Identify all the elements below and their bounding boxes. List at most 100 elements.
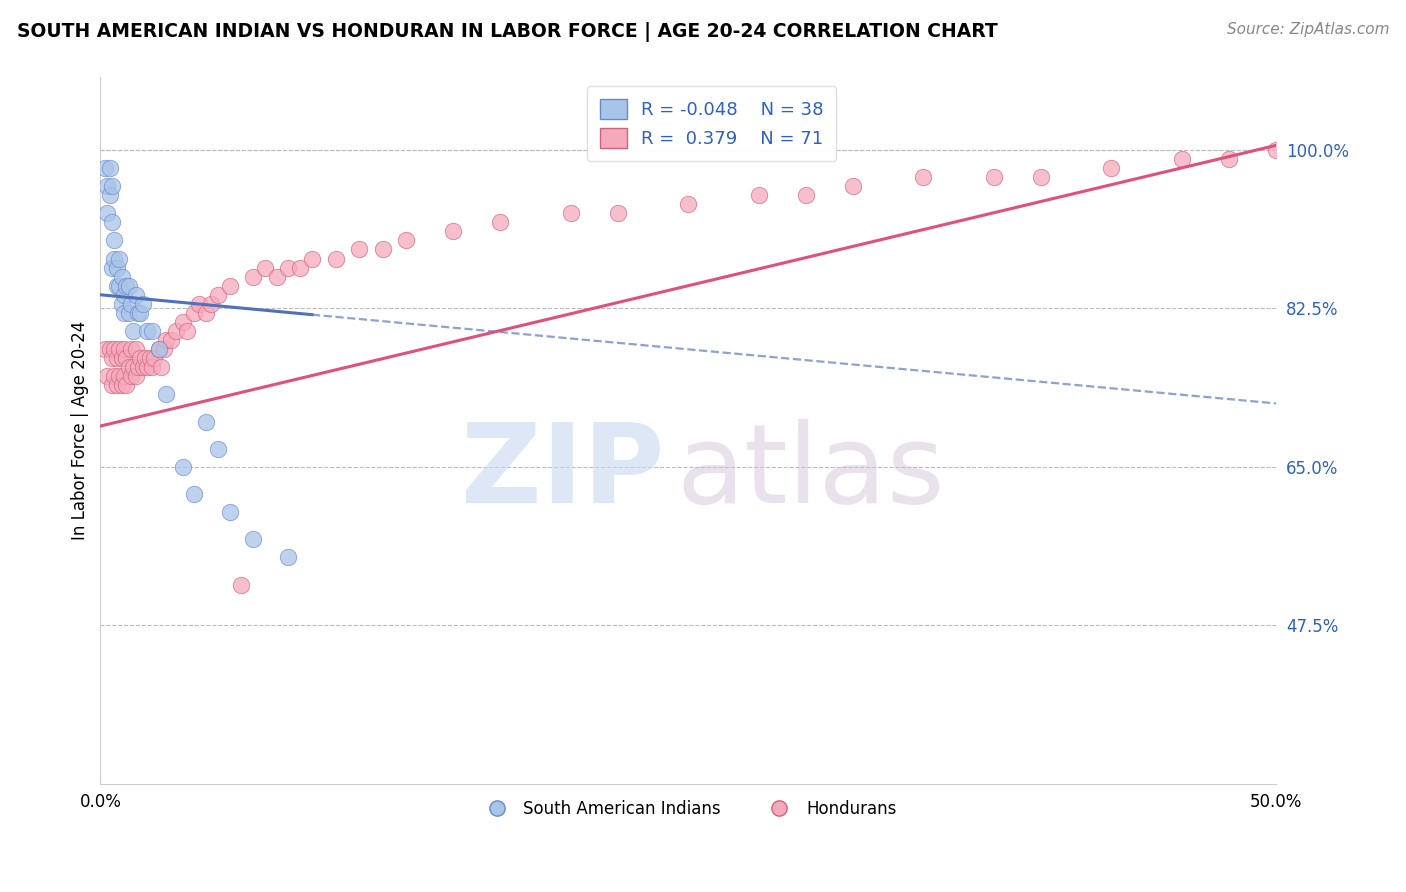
Point — [195, 306, 218, 320]
Point — [141, 360, 163, 375]
Point — [395, 234, 418, 248]
Point — [165, 324, 187, 338]
Point — [141, 324, 163, 338]
Point — [131, 297, 153, 311]
Point — [96, 206, 118, 220]
Point — [301, 252, 323, 266]
Point — [195, 415, 218, 429]
Point — [242, 533, 264, 547]
Point — [110, 378, 132, 392]
Text: ZIP: ZIP — [461, 419, 665, 526]
Point — [108, 342, 131, 356]
Point — [1101, 161, 1123, 175]
Point — [277, 550, 299, 565]
Point — [253, 260, 276, 275]
Point — [110, 351, 132, 366]
Text: atlas: atlas — [676, 419, 945, 526]
Text: SOUTH AMERICAN INDIAN VS HONDURAN IN LABOR FORCE | AGE 20-24 CORRELATION CHART: SOUTH AMERICAN INDIAN VS HONDURAN IN LAB… — [17, 22, 998, 42]
Point — [176, 324, 198, 338]
Point — [112, 287, 135, 301]
Point — [103, 252, 125, 266]
Point — [153, 342, 176, 356]
Point — [983, 169, 1005, 184]
Point — [842, 179, 865, 194]
Point — [96, 179, 118, 194]
Point — [794, 188, 817, 202]
Point — [136, 360, 159, 375]
Point — [148, 342, 170, 356]
Point — [347, 243, 370, 257]
Point — [188, 297, 211, 311]
Point — [115, 378, 138, 392]
Point — [131, 360, 153, 375]
Point — [117, 360, 139, 375]
Point — [112, 306, 135, 320]
Point — [207, 442, 229, 456]
Point — [1265, 143, 1288, 157]
Point — [103, 342, 125, 356]
Point — [183, 306, 205, 320]
Point — [129, 306, 152, 320]
Point — [148, 342, 170, 356]
Point — [101, 179, 124, 194]
Point — [127, 360, 149, 375]
Point — [115, 351, 138, 366]
Point — [207, 287, 229, 301]
Point — [218, 278, 240, 293]
Point — [129, 351, 152, 366]
Point — [110, 269, 132, 284]
Point — [172, 459, 194, 474]
Point — [242, 269, 264, 284]
Legend: South American Indians, Hondurans: South American Indians, Hondurans — [474, 794, 903, 825]
Point — [117, 306, 139, 320]
Point — [172, 315, 194, 329]
Point — [105, 260, 128, 275]
Point — [105, 378, 128, 392]
Point — [98, 188, 121, 202]
Point — [160, 333, 183, 347]
Point — [1171, 152, 1194, 166]
Point — [748, 188, 770, 202]
Point — [96, 369, 118, 384]
Point — [325, 252, 347, 266]
Point — [134, 351, 156, 366]
Point — [101, 378, 124, 392]
Point — [606, 206, 628, 220]
Point — [155, 387, 177, 401]
Point — [101, 215, 124, 229]
Point — [1029, 169, 1052, 184]
Point — [489, 215, 512, 229]
Point — [94, 161, 117, 175]
Point — [290, 260, 312, 275]
Point — [143, 351, 166, 366]
Point — [676, 197, 699, 211]
Point — [200, 297, 222, 311]
Point — [108, 278, 131, 293]
Text: Source: ZipAtlas.com: Source: ZipAtlas.com — [1226, 22, 1389, 37]
Point — [117, 278, 139, 293]
Point — [110, 297, 132, 311]
Point — [101, 260, 124, 275]
Point — [103, 369, 125, 384]
Point — [277, 260, 299, 275]
Y-axis label: In Labor Force | Age 20-24: In Labor Force | Age 20-24 — [72, 321, 89, 541]
Point — [120, 297, 142, 311]
Point — [105, 351, 128, 366]
Point — [138, 351, 160, 366]
Point — [101, 351, 124, 366]
Point — [1218, 152, 1240, 166]
Point — [231, 577, 253, 591]
Point — [150, 360, 173, 375]
Point — [115, 278, 138, 293]
Point — [108, 369, 131, 384]
Point — [120, 342, 142, 356]
Point — [266, 269, 288, 284]
Point — [560, 206, 582, 220]
Point — [112, 342, 135, 356]
Point — [124, 369, 146, 384]
Point — [155, 333, 177, 347]
Point — [122, 324, 145, 338]
Point — [127, 306, 149, 320]
Point — [124, 342, 146, 356]
Point — [105, 278, 128, 293]
